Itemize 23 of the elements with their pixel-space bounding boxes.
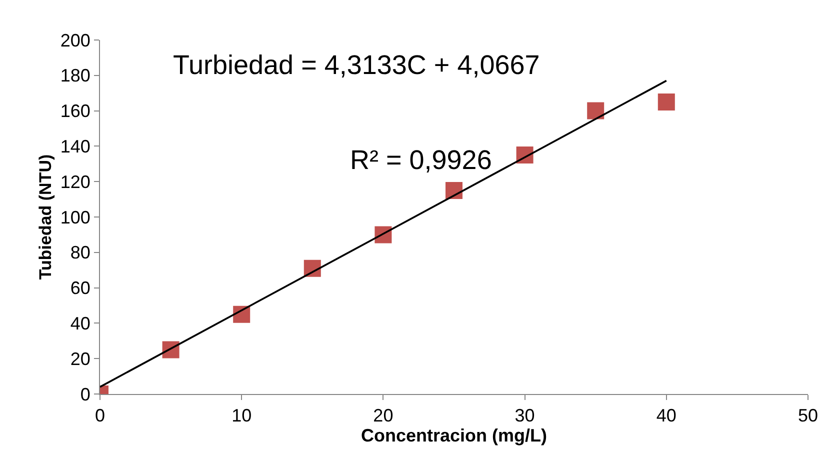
y-tick-label: 60 — [70, 278, 90, 298]
x-axis-title: Concentracion (mg/L) — [360, 426, 548, 446]
point — [658, 93, 675, 110]
y-tick-label: 20 — [70, 348, 90, 369]
y-tick-label: 80 — [70, 242, 90, 263]
x-tick-label: 30 — [514, 406, 535, 426]
y-tick-label: 100 — [60, 207, 90, 228]
point — [587, 102, 604, 120]
y-tick-label: 40 — [70, 314, 90, 334]
y-tick-label: 0 — [80, 384, 90, 404]
x-tick-label: 10 — [232, 406, 252, 426]
annotation: R² = 0,9926 — [350, 145, 492, 175]
y-tick-label: 140 — [60, 136, 90, 156]
x-tick-label: 50 — [798, 406, 818, 426]
annotation: Turbiedad = 4,3133C + 4,0667 — [173, 50, 540, 80]
y-tick-label: 180 — [60, 66, 90, 86]
y-axis-title: Tubiedad (NTU) — [36, 154, 55, 280]
y-tick-label: 160 — [60, 101, 90, 122]
x-tick-label: 20 — [373, 406, 394, 426]
y-tick-label: 120 — [60, 172, 90, 192]
x-tick-label: 0 — [94, 406, 106, 426]
y-tick-label: 200 — [60, 30, 90, 50]
x-tick-label: 40 — [656, 406, 676, 426]
